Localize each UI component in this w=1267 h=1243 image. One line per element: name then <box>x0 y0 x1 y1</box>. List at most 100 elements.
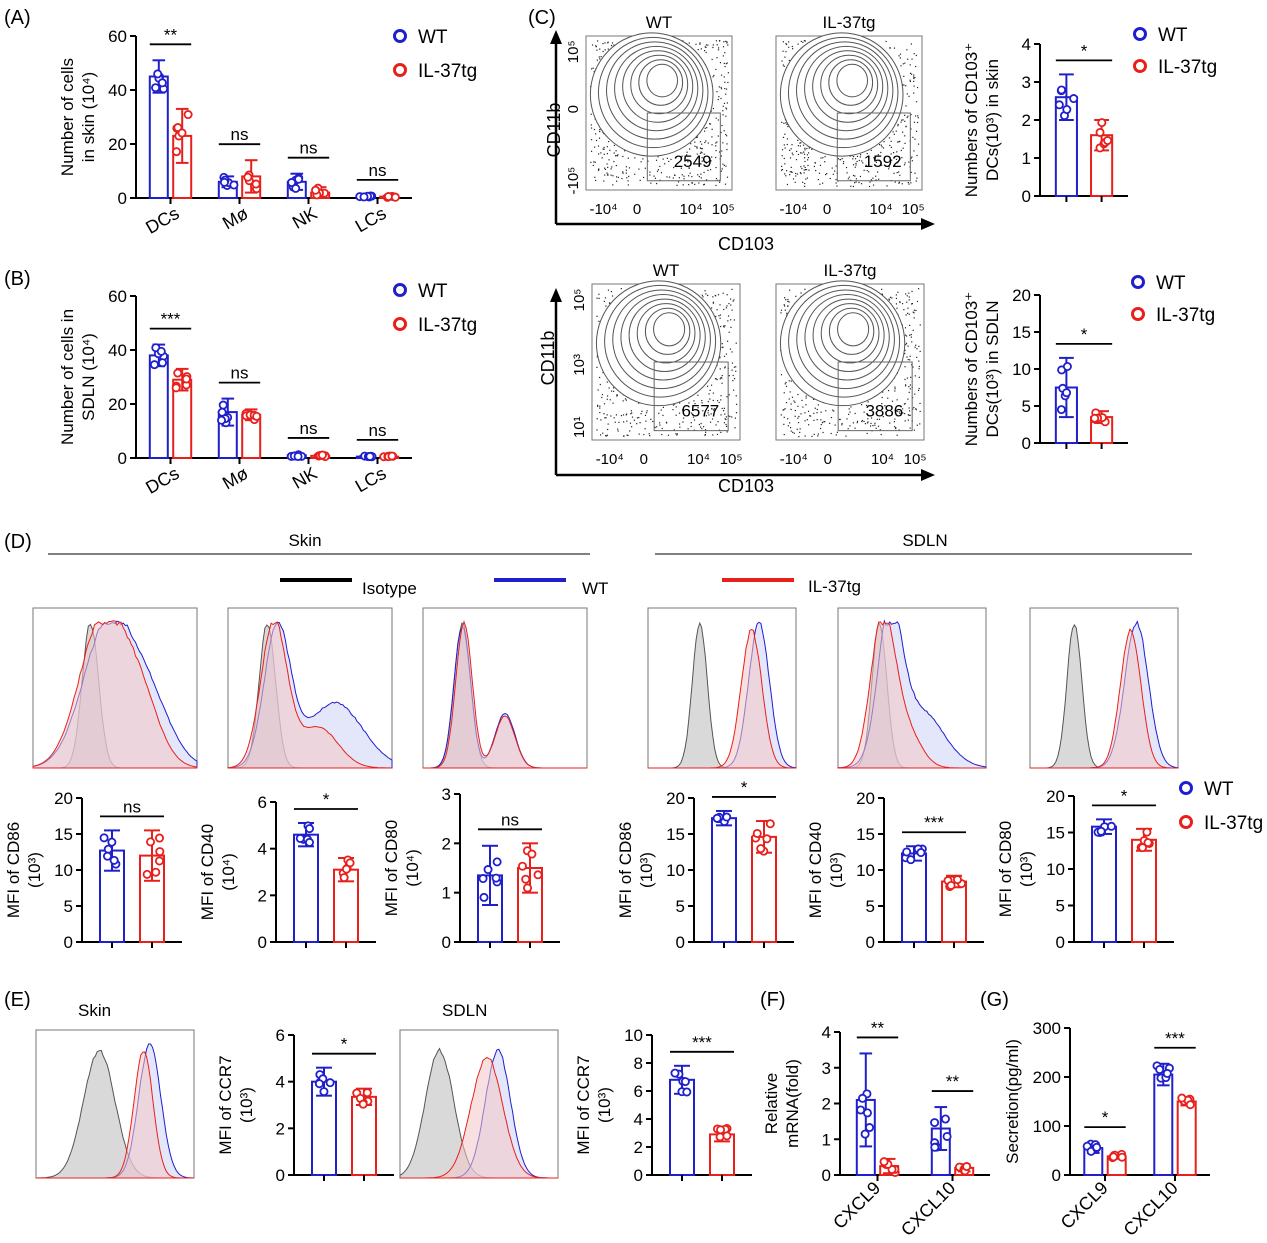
data-point <box>930 1142 940 1152</box>
event-dot <box>852 158 854 160</box>
event-dot <box>590 127 593 129</box>
event-dot <box>801 399 803 402</box>
event-dot <box>716 44 718 46</box>
event-dot <box>805 169 808 171</box>
event-dot <box>624 150 626 152</box>
event-dot <box>803 169 805 171</box>
event-dot <box>616 394 618 396</box>
event-dot <box>781 165 783 168</box>
event-dot <box>654 426 656 429</box>
event-dot <box>689 172 691 174</box>
event-dot <box>596 315 598 317</box>
event-dot <box>599 129 601 131</box>
event-dot <box>641 410 643 412</box>
event-dot <box>890 140 892 142</box>
event-dot <box>799 428 801 430</box>
event-dot <box>640 413 642 415</box>
gate-count: 3886 <box>865 402 903 421</box>
event-dot <box>717 294 720 296</box>
data-point <box>151 867 161 877</box>
data-point <box>946 880 956 890</box>
event-dot <box>724 366 726 368</box>
event-dot <box>891 159 893 161</box>
event-dot <box>712 296 714 298</box>
event-dot <box>590 68 593 70</box>
data-point <box>860 1129 870 1139</box>
event-dot <box>915 101 918 103</box>
event-dot <box>608 387 610 389</box>
event-dot <box>897 123 899 126</box>
event-dot <box>875 155 877 157</box>
event-dot <box>806 154 809 156</box>
event-dot <box>604 174 606 176</box>
event-dot <box>894 426 896 428</box>
event-dot <box>701 152 703 154</box>
data-point <box>722 812 732 822</box>
event-dot <box>716 91 718 93</box>
event-dot <box>696 147 698 149</box>
event-dot <box>898 411 900 413</box>
event-dot <box>806 419 808 421</box>
event-dot <box>820 411 822 413</box>
event-dot <box>720 88 723 90</box>
event-dot <box>861 160 863 162</box>
event-dot <box>908 414 910 416</box>
flow-plot-tg: 3886 IL-37tg -10⁴ 0 10⁴ 10⁵ <box>775 261 927 468</box>
event-dot <box>783 157 785 160</box>
event-dot <box>909 355 911 357</box>
event-dot <box>785 381 787 384</box>
x-tick-label: 0 <box>633 201 641 218</box>
event-dot <box>904 114 906 116</box>
data-point <box>879 1157 889 1167</box>
event-dot <box>725 63 727 65</box>
event-dot <box>715 315 717 318</box>
data-point <box>153 69 163 79</box>
event-dot <box>644 414 647 416</box>
event-dot <box>880 433 882 436</box>
event-dot <box>785 298 787 301</box>
event-dot <box>662 158 664 160</box>
data-point <box>1095 127 1105 137</box>
event-dot <box>709 398 711 400</box>
event-dot <box>597 389 599 391</box>
event-dot <box>723 130 725 132</box>
event-dot <box>723 355 726 357</box>
event-dot <box>695 136 698 139</box>
event-dot <box>817 435 819 437</box>
y-tick-label: 20 <box>666 789 685 808</box>
event-dot <box>914 346 916 348</box>
event-dot <box>700 151 702 153</box>
y-tick-label: 10⁵ <box>565 40 582 63</box>
chart-d-skin-cd40: 0 2 4 6 MFI of CD40 (10⁴) * <box>198 790 376 952</box>
event-dot <box>727 72 729 74</box>
y-axis-label: MFI of CD80 <box>382 820 401 916</box>
event-dot <box>657 156 659 158</box>
y-tick-label: 10 <box>856 861 875 880</box>
event-dot <box>707 44 709 46</box>
legend-wt-marker <box>1131 275 1145 289</box>
event-dot <box>781 149 784 151</box>
event-dot <box>784 408 786 410</box>
event-dot <box>913 312 915 314</box>
event-dot <box>729 348 732 350</box>
event-dot <box>596 429 598 431</box>
event-dot <box>897 291 899 293</box>
event-dot <box>615 164 617 167</box>
event-dot <box>890 146 892 148</box>
event-dot <box>735 403 738 406</box>
event-dot <box>908 95 910 97</box>
y-axis-label: MFI of CD86 <box>616 822 635 918</box>
y-tick-label: 1 <box>822 1130 831 1149</box>
event-dot <box>613 417 615 419</box>
event-dot <box>622 155 624 158</box>
event-dot <box>904 120 906 122</box>
event-dot <box>799 142 801 144</box>
event-dot <box>802 144 805 146</box>
event-dot <box>813 433 815 436</box>
y-tick-label: 0 <box>866 933 875 952</box>
event-dot <box>650 182 652 184</box>
data-point <box>157 358 167 368</box>
event-dot <box>855 178 857 180</box>
event-dot <box>700 422 702 425</box>
